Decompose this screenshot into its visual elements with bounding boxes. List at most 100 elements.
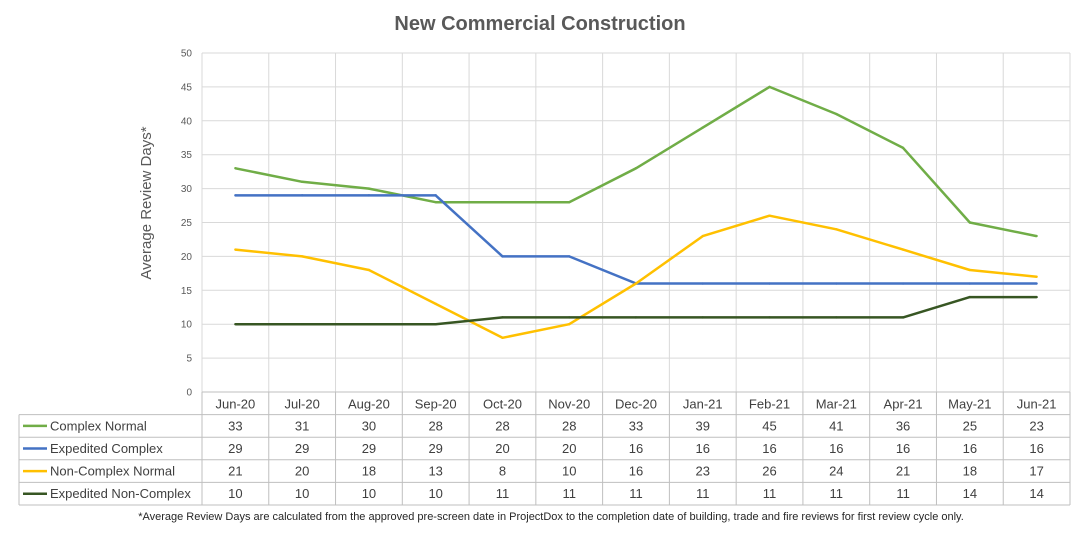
x-category-label: Aug-20	[348, 396, 390, 411]
table-cell: 11	[562, 486, 576, 501]
x-category-label: Oct-20	[483, 396, 522, 411]
data-point	[968, 282, 972, 285]
y-tick-label: 40	[181, 116, 193, 127]
y-tick-label: 25	[181, 218, 193, 229]
table-cell: 11	[496, 486, 510, 501]
data-point	[768, 85, 771, 89]
table-cell: 39	[696, 418, 710, 433]
x-category-label: Dec-20	[615, 396, 657, 411]
gridlines	[201, 52, 1071, 393]
series-lines	[234, 85, 1038, 340]
table-cell: 33	[629, 418, 643, 433]
data-point	[701, 316, 704, 319]
table-cell: 25	[963, 418, 977, 433]
table-cell: 29	[228, 441, 242, 456]
data-point	[234, 167, 237, 170]
table-cell: 16	[963, 441, 977, 456]
table-cell: 16	[696, 441, 710, 456]
data-point	[835, 228, 838, 231]
x-category-label: Apr-21	[884, 396, 923, 411]
data-table: Jun-20 Jul-20 Aug-20 Sep-20 Oct-20 Nov-20 Dec-…	[18, 391, 1071, 506]
data-point	[300, 255, 304, 258]
table-cell: 29	[428, 441, 442, 456]
table-cell: 36	[896, 418, 910, 433]
data-point	[501, 316, 504, 319]
table-cell: 28	[428, 418, 442, 433]
table-cell: 8	[499, 464, 506, 479]
table-cell: 10	[362, 486, 376, 501]
data-point	[701, 282, 704, 285]
x-category-label: Feb-21	[749, 396, 790, 411]
data-point	[501, 200, 504, 204]
chart-title: New Commercial Construction	[394, 13, 685, 35]
table-cell: 16	[629, 441, 643, 456]
table-cell: 20	[562, 441, 576, 456]
data-point	[434, 200, 437, 204]
series-line-2	[235, 194, 1037, 285]
data-point	[768, 214, 771, 217]
table-cell: 33	[228, 418, 242, 433]
table-cell: 16	[896, 441, 910, 456]
table-cell: 23	[1029, 418, 1043, 433]
data-point	[234, 194, 237, 197]
data-point	[501, 336, 504, 339]
x-category-label: May-21	[948, 396, 991, 411]
y-tick-label: 30	[181, 184, 193, 195]
y-tick-label: 15	[181, 286, 193, 297]
legend-label: Expedited Non-Complex	[50, 486, 191, 501]
data-point	[568, 316, 571, 319]
table-cell: 18	[963, 464, 977, 479]
table-cell: 16	[829, 441, 843, 456]
table-cell: 45	[762, 418, 776, 433]
x-category-label: Jun-20	[216, 396, 256, 411]
data-point	[968, 295, 972, 299]
data-point	[634, 282, 638, 285]
data-point	[968, 221, 972, 224]
data-point	[768, 316, 771, 319]
table-cell: 14	[963, 486, 977, 501]
data-point	[901, 316, 905, 319]
table-cell: 10	[295, 486, 309, 501]
table-cell: 17	[1029, 464, 1043, 479]
legend-label: Non-Complex Normal	[50, 464, 175, 479]
data-point	[434, 194, 437, 197]
data-point	[367, 268, 371, 272]
data-point	[768, 282, 771, 285]
table-cell: 23	[696, 464, 710, 479]
table-cell: 28	[495, 418, 509, 433]
table-cell: 11	[696, 486, 710, 501]
table-cell: 10	[428, 486, 442, 501]
series-line-4	[235, 295, 1037, 326]
legend-label: Expedited Complex	[50, 441, 163, 456]
x-category-label: Jan-21	[683, 396, 723, 411]
data-point	[434, 323, 437, 326]
table-cell: 10	[228, 486, 242, 501]
table-cell: 24	[829, 464, 843, 479]
data-point	[568, 323, 571, 326]
data-point	[901, 248, 905, 251]
table-cell: 16	[629, 464, 643, 479]
table-cell: 10	[562, 464, 576, 479]
data-point	[968, 268, 972, 272]
data-point	[835, 282, 838, 285]
table-cell: 16	[762, 441, 776, 456]
data-point	[234, 248, 237, 251]
table-cell: 29	[362, 441, 376, 456]
table-cell: 28	[562, 418, 576, 433]
y-tick-label: 5	[186, 354, 192, 365]
data-point	[1035, 295, 1038, 299]
y-tick-label: 0	[186, 388, 192, 399]
table-cell: 11	[896, 486, 910, 501]
data-point	[568, 200, 571, 204]
legend-label: Complex Normal	[50, 418, 147, 433]
data-point	[234, 323, 237, 326]
data-point	[1035, 234, 1038, 238]
data-point	[300, 194, 304, 197]
data-point	[835, 112, 838, 116]
table-cell: 16	[1029, 441, 1043, 456]
x-category-label: Jun-21	[1017, 396, 1057, 411]
y-axis-label: Average Review Days*	[138, 126, 155, 279]
y-tick-label: 20	[181, 252, 193, 263]
table-cell: 21	[896, 464, 910, 479]
y-tick-label: 10	[181, 320, 193, 331]
